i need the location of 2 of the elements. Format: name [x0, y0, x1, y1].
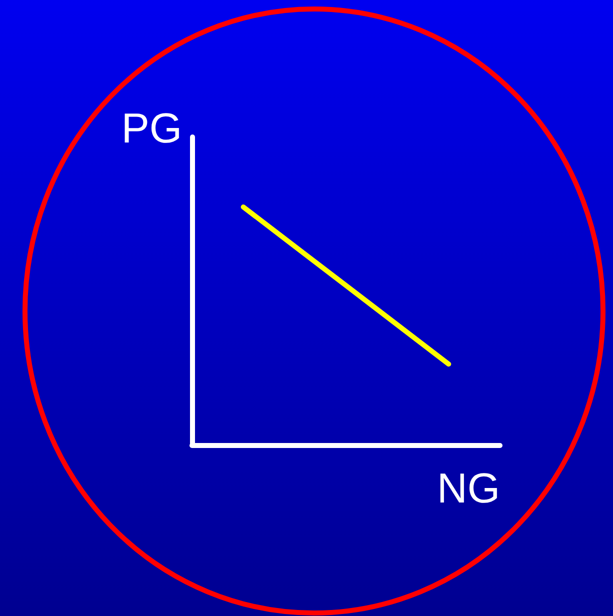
- y-axis-title: PG: [121, 104, 182, 152]
- x-axis-title: NG: [437, 464, 500, 512]
